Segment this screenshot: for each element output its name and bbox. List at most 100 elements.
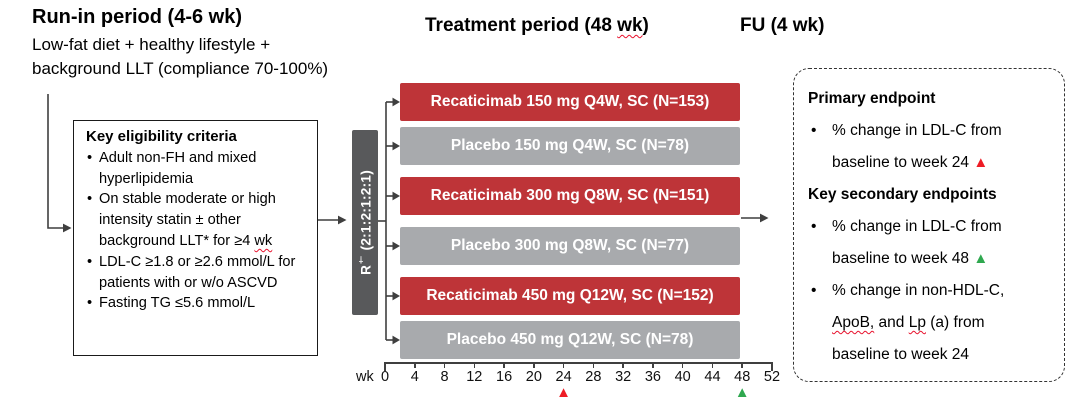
axis-tick-24: [562, 362, 565, 368]
arrowhead-arm-5-icon: [392, 291, 400, 301]
axis-tick-12: [473, 362, 476, 368]
axis-label-week-32: 32: [615, 369, 632, 385]
text-segment: On stable moderate or high: [99, 191, 276, 208]
text-segment: LDL-C ≥1.8 or ≥2.6 mmol/L for: [99, 253, 296, 270]
axis-tick-32: [622, 362, 624, 368]
text-segment: % change in non-HDL-C,: [832, 282, 1005, 299]
run-in-to-eligibility-connector: [47, 94, 63, 229]
axis-label-week-48: 48: [734, 369, 751, 385]
text-line: ApoB, and Lp (a) from: [808, 307, 1054, 339]
axis-tick-44: [711, 362, 714, 368]
text-segment: % change in LDL-C from: [832, 122, 1002, 139]
axis-tick-52: [771, 362, 773, 371]
axis-label-week-28: 28: [585, 369, 602, 385]
eligibility-criteria-list: • Adult non-FH and mixed hyperlipidemia • On…: [86, 148, 309, 314]
axis-line: [385, 362, 773, 364]
axis-label-week-16: 16: [496, 369, 513, 385]
randomization-ratio: (2:1:2:1:2:1): [358, 170, 374, 255]
text-line: • LDL-C ≥1.8 or ≥2.6 mmol/L for: [86, 252, 309, 273]
text-segment: and: [874, 314, 909, 331]
eligibility-box: Key eligibility criteria • Adult non-FH a…: [73, 120, 318, 356]
arrowhead-into-eligibility-icon: [63, 223, 72, 233]
text-segment: baseline to week 24: [832, 346, 970, 363]
randomization-label: R† (2:1:2:1:2:1): [356, 170, 374, 275]
green-triangle-marker-week-48: ▲: [734, 384, 750, 401]
arrowhead-arm-3-icon: [392, 191, 400, 201]
text-line: • % change in LDL-C from: [808, 115, 1054, 147]
text-segment: baseline to week 48: [832, 250, 974, 267]
text-segment: Primary endpoint: [808, 90, 936, 107]
text-segment: Lp: [908, 314, 926, 331]
axis-label-week-12: 12: [466, 369, 483, 385]
endpoints-list: Primary endpoint • % change in LDL-C from b…: [808, 83, 1054, 371]
randomization-bar: R† (2:1:2:1:2:1): [352, 130, 378, 315]
eligibility-title: Key eligibility criteria: [86, 128, 237, 145]
bullet-marker: •: [87, 295, 93, 312]
text-segment: Adult non-FH and mixed: [99, 149, 257, 166]
arm-bar-placebo-4: Placebo 300 mg Q8W, SC (N=77): [400, 227, 740, 265]
axis-tick-8: [443, 362, 446, 368]
bullet-marker: •: [811, 122, 817, 139]
bullet-marker: •: [87, 149, 93, 166]
arm-bar-drug-5: Recaticimab 450 mg Q12W, SC (N=152): [400, 277, 740, 315]
arrowhead-arm-6-icon: [392, 335, 400, 345]
phase-title-treatment: Treatment period (48 wk): [425, 15, 649, 37]
text-line: baseline to week 24 ▲: [808, 147, 1054, 179]
axis-tick-20: [533, 362, 535, 368]
text-line: baseline to week 24: [808, 339, 1054, 371]
arm-bar-placebo-2: Placebo 150 mg Q4W, SC (N=78): [400, 127, 740, 165]
text-segment: ApoB,: [832, 314, 875, 331]
axis-tick-40: [681, 362, 684, 368]
text-segment: % change in LDL-C from: [832, 218, 1002, 235]
axis-tick-28: [592, 362, 595, 368]
red-triangle-icon: ▲: [973, 154, 989, 171]
axis-unit-label: wk: [356, 369, 374, 385]
text-line: hyperlipidemia: [86, 169, 309, 190]
run-in-description-line2: background LLT (compliance 70-100%): [32, 59, 329, 78]
bullet-marker: •: [811, 282, 817, 299]
text-line: • On stable moderate or high: [86, 189, 309, 210]
bullet-marker: •: [811, 218, 817, 235]
axis-label-week-0: 0: [380, 369, 390, 385]
endpoints-panel: Primary endpoint • % change in LDL-C from b…: [793, 68, 1065, 382]
run-in-description: Low-fat diet + healthy lifestyle + backg…: [32, 33, 328, 81]
axis-tick-48: [741, 362, 744, 368]
text-line: intensity statin ± other: [86, 210, 309, 231]
axis-tick-16: [503, 362, 505, 368]
axis-label-week-8: 8: [440, 369, 449, 385]
axis-label-week-36: 36: [644, 369, 661, 385]
bullet-marker: •: [87, 253, 93, 270]
green-triangle-icon: ▲: [973, 250, 989, 267]
arm-bar-placebo-6: Placebo 450 mg Q12W, SC (N=78): [400, 321, 740, 359]
text-line: • Adult non-FH and mixed: [86, 148, 309, 169]
axis-label-week-52: 52: [763, 369, 781, 385]
text-segment: intensity statin ± other: [99, 212, 241, 229]
text-line: baseline to week 48 ▲: [808, 243, 1054, 275]
randomization-dagger: †: [356, 254, 367, 265]
text-line: patients with or w/o ASCVD: [86, 273, 309, 294]
axis-label-week-44: 44: [704, 369, 721, 385]
axis-tick-36: [652, 362, 654, 368]
section-heading: Key secondary endpoints: [808, 179, 1054, 211]
axis-label-week-24: 24: [555, 369, 572, 385]
phase-title-run-in: Run-in period (4-6 wk): [32, 6, 242, 28]
text-segment: Key secondary endpoints: [808, 186, 997, 203]
arrowhead-arm-4-icon: [392, 241, 400, 251]
arrowhead-arm-2-icon: [392, 141, 400, 151]
text-segment: patients with or w/o ASCVD: [99, 274, 278, 291]
axis-label-week-20: 20: [525, 369, 542, 385]
arrowhead-arm-1-icon: [392, 97, 400, 107]
text-segment: Fasting TG ≤5.6 mmol/L: [99, 295, 256, 312]
text-segment: wk: [254, 232, 273, 249]
bullet-marker: •: [87, 191, 93, 208]
text-line: • % change in LDL-C from: [808, 211, 1054, 243]
axis-tick-0: [384, 362, 386, 371]
run-in-description-line1: Low-fat diet + healthy lifestyle +: [32, 35, 271, 54]
treatment-title-paren: ): [642, 15, 649, 36]
text-line: background LLT* for ≥4 wk: [86, 231, 309, 252]
text-segment: background LLT* for ≥4: [99, 232, 255, 249]
section-heading: Primary endpoint: [808, 83, 1054, 115]
arrowhead-into-endpoints-icon: [760, 213, 769, 223]
phase-title-follow-up: FU (4 wk): [740, 15, 825, 36]
